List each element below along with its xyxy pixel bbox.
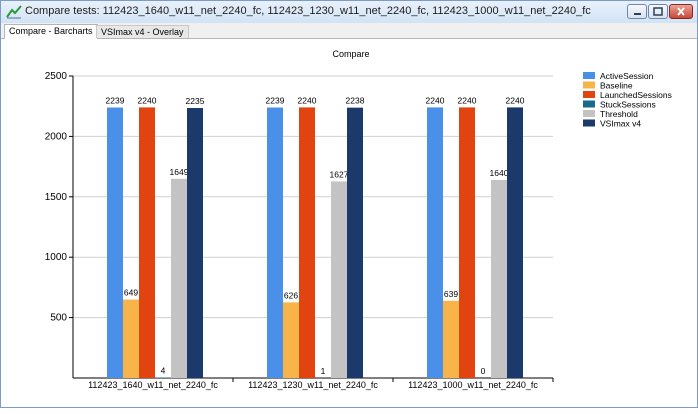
window-title: Compare tests: 112423_1640_w11_net_2240_… xyxy=(25,5,591,17)
legend-swatch xyxy=(583,101,595,108)
data-label: 2238 xyxy=(346,96,365,106)
data-label: 2240 xyxy=(506,95,525,105)
legend-swatch xyxy=(583,110,595,117)
data-label: 626 xyxy=(284,290,298,300)
y-tick-label: 1500 xyxy=(45,192,68,203)
x-tick-label: 112423_1230_w11_net_2240_fc xyxy=(248,380,378,390)
bar-baseline xyxy=(283,302,299,378)
tab-compare-barcharts[interactable]: Compare - Barcharts xyxy=(4,24,98,39)
compare-bar-chart: Compare 500 1000 1500 2000 2500 112423_1640_w… xyxy=(1,39,697,409)
y-tick-label: 2000 xyxy=(45,131,68,142)
chart-legend: ActiveSessionBaselineLaunchedSessionsStu… xyxy=(583,71,672,129)
close-button[interactable] xyxy=(669,4,693,19)
data-label: 639 xyxy=(444,289,458,299)
title-bar[interactable]: Compare tests: 112423_1640_w11_net_2240_… xyxy=(1,1,697,24)
minimize-icon xyxy=(628,5,646,18)
bar-activesession xyxy=(107,108,123,378)
data-label: 1627 xyxy=(330,169,349,179)
bar-baseline xyxy=(123,300,139,378)
bar-baseline xyxy=(443,301,459,378)
data-label: 2240 xyxy=(138,95,157,105)
legend-label: LaunchedSessions xyxy=(600,90,672,100)
legend-swatch xyxy=(583,82,595,89)
data-label: 1640 xyxy=(490,168,509,178)
data-label: 2239 xyxy=(266,96,285,106)
bar-launchedsessions xyxy=(459,107,475,378)
y-tick-label: 2500 xyxy=(45,71,68,82)
y-tick-label: 1000 xyxy=(45,252,68,263)
bar-vsimax-v4 xyxy=(507,107,523,378)
bar-activesession xyxy=(427,107,443,378)
legend-swatch xyxy=(583,120,595,127)
chart-bars: 2239 649 2240 4 1649 2235 2239 626 2240 1 1627 2238… xyxy=(106,95,525,378)
bar-launchedsessions xyxy=(299,107,315,378)
chart-panel: Compare 500 1000 1500 2000 2500 112423_1640_w… xyxy=(1,39,697,409)
bar-activesession xyxy=(267,108,283,378)
data-label: 4 xyxy=(161,366,166,376)
data-label: 0 xyxy=(481,366,486,376)
legend-label: VSImax v4 xyxy=(600,119,641,129)
data-label: 2240 xyxy=(426,95,445,105)
bar-threshold xyxy=(171,179,187,378)
minimize-button[interactable] xyxy=(627,4,647,19)
bar-threshold xyxy=(491,180,507,378)
data-label: 649 xyxy=(124,288,138,298)
tab-strip: Compare - Barcharts VSImax v4 - Overlay xyxy=(1,23,697,39)
data-label: 2239 xyxy=(106,96,125,106)
bar-threshold xyxy=(331,181,347,378)
y-tick-label: 500 xyxy=(50,313,67,324)
data-label: 2235 xyxy=(186,96,205,106)
data-label: 1649 xyxy=(170,167,189,177)
legend-label: Threshold xyxy=(600,109,638,119)
x-tick-label: 112423_1640_w11_net_2240_fc xyxy=(88,380,218,390)
data-label: 1 xyxy=(321,366,326,376)
maximize-icon xyxy=(649,5,667,18)
bar-launchedsessions xyxy=(139,107,155,378)
tab-vsimax-overlay[interactable]: VSImax v4 - Overlay xyxy=(96,25,189,38)
chart-app-icon xyxy=(6,5,22,19)
data-label: 2240 xyxy=(458,95,477,105)
maximize-button[interactable] xyxy=(648,4,668,19)
bar-vsimax-v4 xyxy=(347,108,363,378)
legend-label: StuckSessions xyxy=(600,100,656,110)
legend-swatch xyxy=(583,72,595,79)
data-label: 2240 xyxy=(298,95,317,105)
legend-label: ActiveSession xyxy=(600,71,654,81)
close-icon xyxy=(670,5,692,18)
legend-swatch xyxy=(583,91,595,98)
x-tick-label: 112423_1000_w11_net_2240_fc xyxy=(408,380,538,390)
chart-title: Compare xyxy=(332,49,369,59)
bar-vsimax-v4 xyxy=(187,108,203,378)
legend-label: Baseline xyxy=(600,81,633,91)
